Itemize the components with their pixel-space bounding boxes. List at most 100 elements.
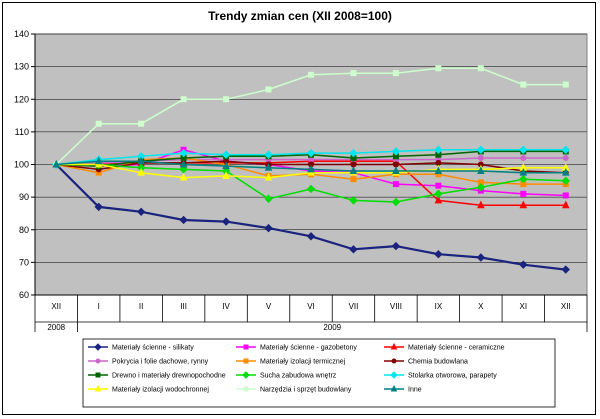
data-point — [349, 245, 358, 254]
legend-swatch-marker — [243, 358, 249, 364]
data-point — [306, 184, 316, 194]
data-point — [349, 148, 358, 158]
data-point — [561, 145, 570, 155]
y-tick-label: 110 — [15, 127, 29, 137]
data-point — [136, 207, 146, 217]
data-point — [562, 81, 569, 88]
data-point — [434, 166, 443, 175]
legend-swatch-marker — [94, 384, 102, 392]
data-point — [179, 159, 188, 168]
data-point — [562, 192, 569, 199]
series-11 — [53, 65, 569, 168]
legend-item: Materiały izolacji termicznej — [236, 358, 346, 366]
legend-item: Materiały izolacji wodochronnej — [88, 384, 209, 394]
data-point — [435, 159, 442, 166]
data-point — [179, 165, 188, 174]
data-point — [561, 265, 570, 274]
legend-label: Pokrycia i folie dachowe, rynny — [112, 359, 209, 366]
x-tick-label: VI — [307, 302, 315, 311]
data-point — [306, 232, 316, 241]
data-point — [561, 200, 570, 209]
data-point — [391, 241, 401, 251]
data-point — [520, 190, 527, 197]
data-point — [137, 156, 145, 165]
data-point — [391, 147, 401, 156]
data-point — [476, 253, 486, 262]
x-tick-label: XII — [51, 302, 61, 311]
legend-item: Stolarka otworowa, parapety — [384, 371, 497, 380]
data-point — [349, 166, 358, 175]
legend-swatch-marker — [390, 384, 398, 392]
data-point — [223, 96, 230, 103]
year-label: 2008 — [47, 323, 65, 332]
data-point — [350, 161, 357, 168]
legend-item: Pokrycia i folie dachowe, rynny — [88, 358, 209, 366]
data-point — [477, 200, 485, 209]
legend-label: Sucha zabudowa wnętrz — [260, 373, 337, 380]
data-point — [434, 189, 443, 199]
legend-swatch-marker — [390, 371, 398, 379]
legend-item: Materiały ścienne - gazobetony — [236, 344, 357, 352]
data-point — [94, 156, 103, 165]
y-tick-label: 80 — [19, 225, 29, 235]
data-point — [434, 145, 443, 155]
data-point — [477, 154, 484, 161]
data-point — [392, 181, 399, 188]
y-tick-label: 60 — [19, 290, 29, 300]
legend-box — [82, 338, 556, 408]
year-label: 2009 — [323, 323, 341, 332]
data-point — [392, 166, 400, 175]
legend-label: Narzędzia i sprzęt budowlany — [260, 387, 352, 394]
series-group — [52, 65, 570, 274]
legend-item: Materiały ścienne - silikaty — [88, 343, 194, 352]
data-point — [179, 148, 188, 158]
legend-label: Inne — [408, 387, 422, 394]
legend-label: Drewno i materiały drewnopochodne — [112, 373, 226, 380]
y-tick-label: 100 — [14, 160, 29, 170]
data-point — [476, 145, 486, 155]
data-point — [519, 260, 528, 269]
legend-item: Materiały ścienne - ceramiczne — [384, 342, 505, 352]
legend-label: Stolarka otworowa, parapety — [408, 373, 497, 380]
x-tick-label: II — [139, 302, 143, 311]
data-point — [562, 154, 569, 161]
data-point — [264, 150, 273, 159]
series-12 — [52, 156, 570, 176]
data-point — [222, 161, 230, 170]
data-point — [264, 163, 273, 171]
data-point — [477, 65, 484, 72]
legend-swatch-marker — [95, 372, 101, 378]
data-point — [264, 223, 273, 233]
data-point — [434, 195, 443, 204]
data-point — [264, 194, 273, 203]
legend-swatch-marker — [95, 358, 101, 364]
data-point — [307, 164, 315, 173]
data-point — [221, 150, 231, 159]
data-point — [435, 182, 442, 189]
x-tick-label: IX — [435, 302, 443, 311]
data-point — [221, 217, 231, 226]
data-point — [265, 86, 272, 93]
series-1 — [52, 160, 570, 274]
x-tick-label: VII — [349, 302, 359, 311]
x-tick-label: X — [478, 302, 484, 311]
legend-swatch-marker — [243, 344, 249, 350]
chart-title: Trendy zmian cen (XII 2008=100) — [208, 9, 392, 23]
legend: Materiały ścienne - silikaty Materiały śc… — [82, 338, 556, 408]
data-point — [350, 176, 357, 183]
legend-item: Narzędzia i sprzęt budowlany — [236, 386, 352, 394]
data-point — [520, 154, 527, 161]
data-point — [94, 202, 103, 212]
data-point — [306, 148, 316, 158]
x-tick-label: III — [180, 302, 187, 311]
data-point — [477, 166, 485, 175]
y-tick-label: 120 — [14, 94, 29, 104]
x-tick-label: V — [266, 302, 272, 311]
data-point — [392, 161, 399, 168]
x-tick-label: XII — [561, 302, 571, 311]
legend-label: Materiały ścienne - gazobetony — [260, 345, 357, 352]
y-tick-label: 70 — [19, 257, 29, 267]
data-point — [222, 171, 230, 179]
data-point — [308, 71, 314, 78]
data-point — [435, 65, 442, 72]
